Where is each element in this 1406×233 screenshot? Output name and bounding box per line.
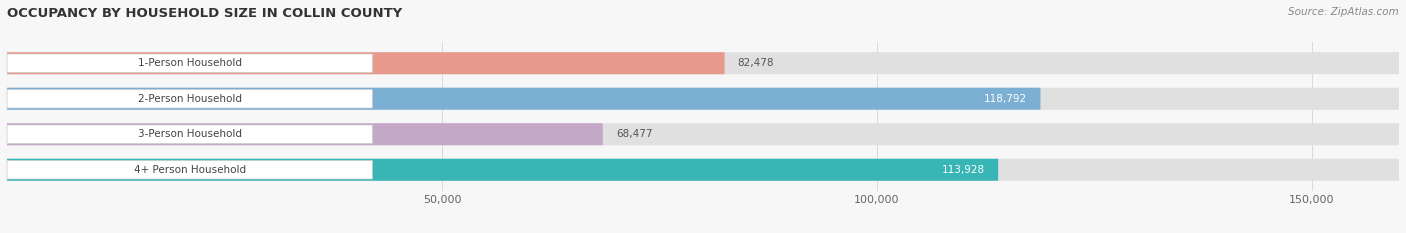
Text: Source: ZipAtlas.com: Source: ZipAtlas.com [1288,7,1399,17]
FancyBboxPatch shape [7,54,373,72]
Text: 82,478: 82,478 [738,58,775,68]
Text: 3-Person Household: 3-Person Household [138,129,242,139]
Text: 1-Person Household: 1-Person Household [138,58,242,68]
FancyBboxPatch shape [7,123,1399,145]
FancyBboxPatch shape [7,89,373,108]
Text: 68,477: 68,477 [616,129,652,139]
FancyBboxPatch shape [7,88,1399,110]
FancyBboxPatch shape [7,125,373,144]
FancyBboxPatch shape [7,123,603,145]
Text: 113,928: 113,928 [942,165,986,175]
FancyBboxPatch shape [7,52,1399,74]
Text: 2-Person Household: 2-Person Household [138,94,242,104]
Text: 4+ Person Household: 4+ Person Household [134,165,246,175]
FancyBboxPatch shape [7,88,1040,110]
FancyBboxPatch shape [7,161,373,179]
FancyBboxPatch shape [7,159,1399,181]
FancyBboxPatch shape [7,159,998,181]
FancyBboxPatch shape [7,52,724,74]
Text: 118,792: 118,792 [984,94,1028,104]
Text: OCCUPANCY BY HOUSEHOLD SIZE IN COLLIN COUNTY: OCCUPANCY BY HOUSEHOLD SIZE IN COLLIN CO… [7,7,402,20]
